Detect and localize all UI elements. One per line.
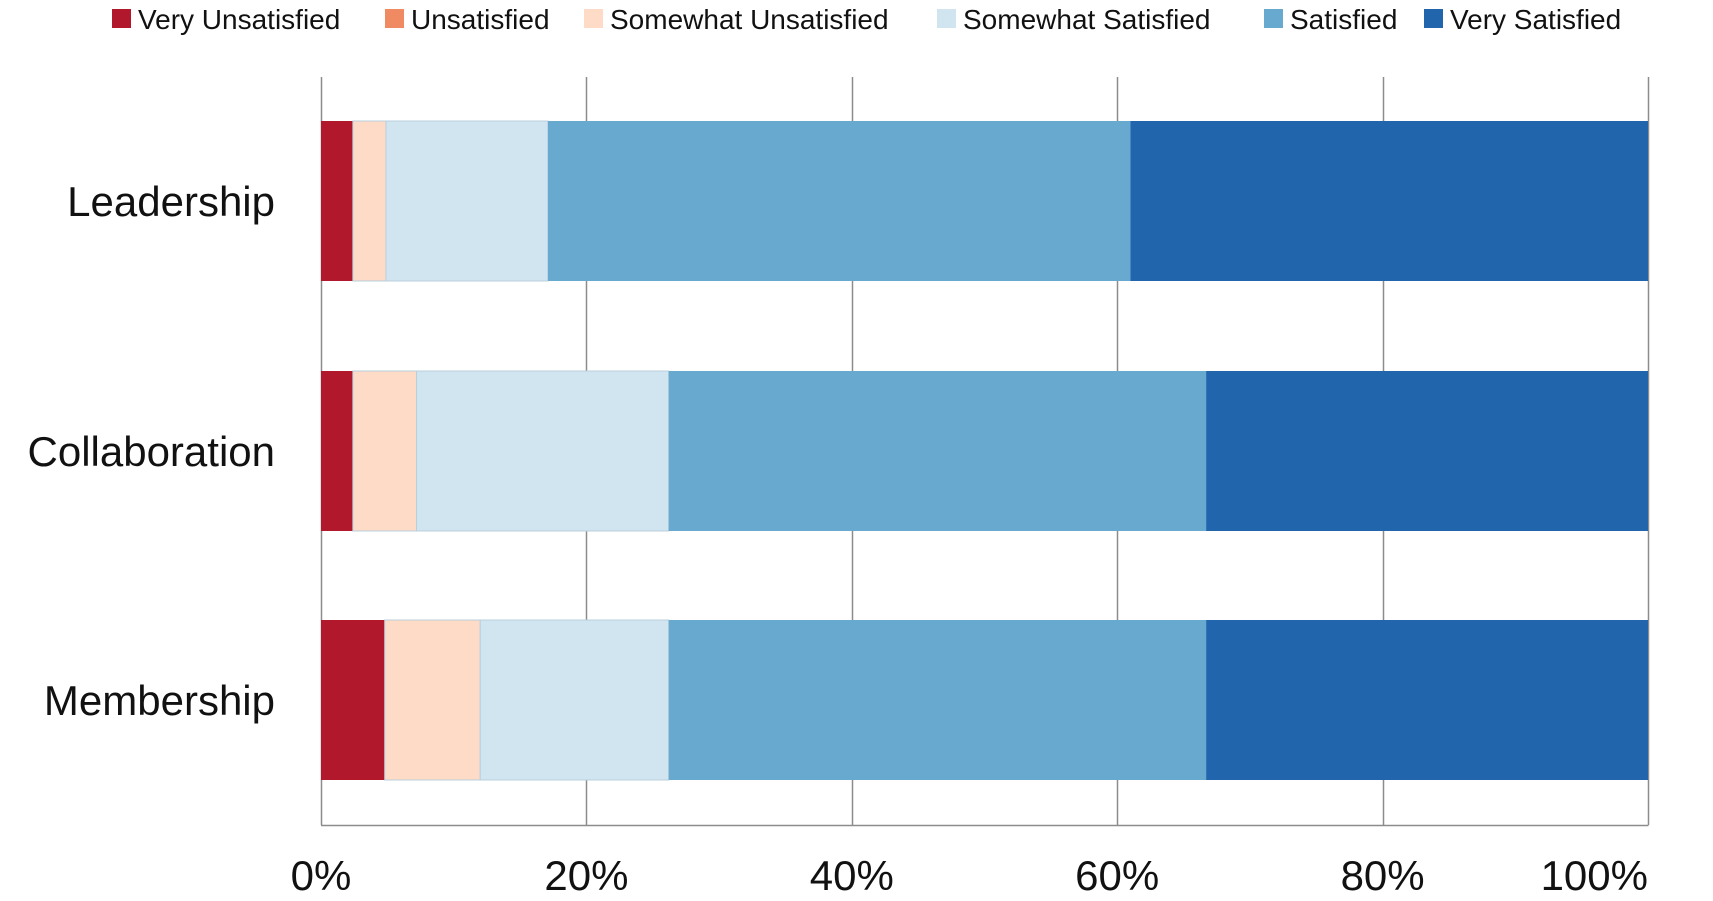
bar-collaboration-very-satisfied [1206, 371, 1648, 531]
legend-label-very-satisfied: Very Satisfied [1450, 4, 1621, 35]
legend-item-very-unsatisfied: Very Unsatisfied [112, 4, 340, 35]
legend-swatch-satisfied [1264, 9, 1283, 28]
bar-collaboration-somewhat-satisfied [416, 370, 670, 532]
legend-label-very-unsatisfied: Very Unsatisfied [138, 4, 340, 35]
category-labels: Leadership Collaboration Membership [28, 178, 276, 724]
bar-leadership-satisfied [547, 121, 1131, 281]
x-tick-labels: 0% 20% 40% 60% 80% 100% [291, 852, 1648, 899]
bar-membership-very-satisfied [1206, 620, 1648, 780]
legend-label-somewhat-satisfied: Somewhat Satisfied [963, 4, 1210, 35]
legend-item-satisfied: Satisfied [1264, 4, 1397, 35]
bar-collaboration-satisfied [668, 371, 1207, 531]
x-tick-label-80: 80% [1341, 852, 1425, 899]
legend-item-very-satisfied: Very Satisfied [1424, 4, 1621, 35]
x-tick-label-40: 40% [810, 852, 894, 899]
bar-membership-very-unsatisfied [321, 620, 385, 780]
x-tick-label-0: 0% [291, 852, 352, 899]
legend-item-somewhat-satisfied: Somewhat Satisfied [937, 4, 1210, 35]
legend-label-satisfied: Satisfied [1290, 4, 1397, 35]
legend-swatch-very-satisfied [1424, 9, 1443, 28]
legend-label-somewhat-unsatisfied: Somewhat Unsatisfied [610, 4, 889, 35]
category-label-leadership: Leadership [67, 178, 275, 225]
bar-membership-somewhat-satisfied [479, 619, 670, 781]
category-label-collaboration: Collaboration [28, 428, 276, 475]
bar-leadership-very-unsatisfied [321, 121, 353, 281]
legend-label-unsatisfied: Unsatisfied [411, 4, 550, 35]
bar-leadership-somewhat-satisfied [385, 120, 549, 282]
bar-collaboration-somewhat-unsatisfied [352, 370, 418, 532]
bar-leadership-somewhat-unsatisfied [352, 120, 387, 282]
legend-swatch-very-unsatisfied [112, 9, 131, 28]
legend-swatch-somewhat-unsatisfied [584, 9, 603, 28]
bar-collaboration-very-unsatisfied [321, 371, 353, 531]
legend: Very Unsatisfied Unsatisfied Somewhat Unsa… [112, 4, 1621, 35]
x-tick-label-20: 20% [544, 852, 628, 899]
category-label-membership: Membership [44, 677, 275, 724]
x-tick-label-60: 60% [1075, 852, 1159, 899]
bars [321, 120, 1648, 781]
bar-leadership-very-satisfied [1130, 121, 1648, 281]
legend-item-somewhat-unsatisfied: Somewhat Unsatisfied [584, 4, 889, 35]
legend-swatch-unsatisfied [385, 9, 404, 28]
bar-membership-satisfied [668, 620, 1207, 780]
bar-membership-somewhat-unsatisfied [384, 619, 481, 781]
x-tick-label-100: 100% [1541, 852, 1648, 899]
legend-swatch-somewhat-satisfied [937, 9, 956, 28]
legend-item-unsatisfied: Unsatisfied [385, 4, 550, 35]
